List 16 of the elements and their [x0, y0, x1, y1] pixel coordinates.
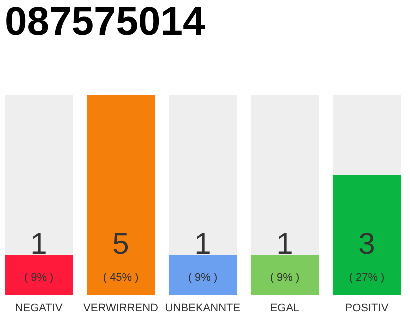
x-tick-label: EGAL — [270, 302, 300, 314]
x-tick-label: UNBEKANNTE — [165, 302, 241, 314]
annotation: ( 45% ) — [103, 272, 139, 284]
annotation: ( 9% ) — [270, 272, 300, 284]
data-label: 1 — [276, 228, 294, 261]
chart-title: 087575014 — [5, 0, 206, 44]
annotation: ( 9% ) — [188, 272, 218, 284]
x-tick-label: POSITIV — [345, 302, 390, 314]
data-label: 5 — [112, 228, 130, 261]
annotation: ( 27% ) — [349, 272, 385, 284]
data-label: 3 — [358, 228, 376, 261]
data-label: 1 — [30, 228, 48, 261]
x-tick-label: NEGATIV — [15, 302, 64, 314]
data-label: 1 — [194, 228, 212, 261]
x-tick-label: VERWIRREND — [84, 302, 159, 314]
annotation: ( 9% ) — [24, 272, 54, 284]
